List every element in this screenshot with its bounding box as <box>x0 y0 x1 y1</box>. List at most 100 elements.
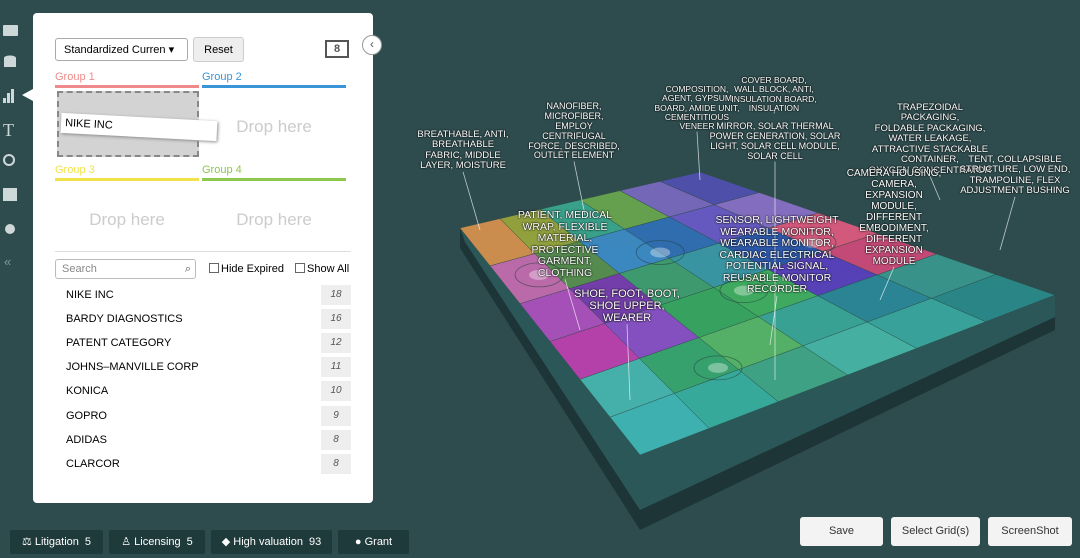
map-label-line: POTENTIAL SIGNAL, <box>725 260 829 273</box>
list-row[interactable]: ADIDAS 8 <box>55 428 351 452</box>
group-label: Group 3 <box>55 164 95 176</box>
row-count: 16 <box>321 309 351 330</box>
row-count: 8 <box>321 453 351 474</box>
row-count: 12 <box>321 333 351 354</box>
leader-line <box>462 171 481 231</box>
map-label-line: CEMENTITIOUS <box>664 112 730 123</box>
list-row[interactable]: NIKE INC 18 <box>55 283 351 307</box>
map-label-line: FORCE, DESCRIBED, <box>528 140 620 151</box>
map-label-line: BREATHABLE <box>431 139 495 151</box>
search-input[interactable]: Search ⌕ <box>55 259 196 279</box>
divider <box>55 251 351 252</box>
filter-tag[interactable]: ◆ High valuation 93 <box>211 530 332 554</box>
map-label-line: COVER BOARD, <box>741 75 807 85</box>
list-row[interactable]: CLARCOR 8 <box>55 452 351 476</box>
svg-text:T: T <box>3 120 14 140</box>
map-label-line: FOLDABLE PACKAGING, <box>874 122 986 134</box>
map-label-line: WEARABLE MONITOR, <box>720 237 834 250</box>
leader-line <box>929 175 941 201</box>
map-label-line: NANOFIBER, <box>546 101 602 111</box>
map-label-line: BREATHABLE, ANTI, <box>417 129 509 140</box>
leader-line <box>879 266 895 301</box>
group-line <box>202 178 346 181</box>
filter-tag[interactable]: ♙ Licensing 5 <box>109 530 205 554</box>
map-label: NANOFIBER, MICROFIBER, EMPLOY CENTRIFUGAL FO… <box>528 101 620 161</box>
peak-glow <box>801 237 822 248</box>
action-button[interactable]: ScreenShot <box>988 517 1072 546</box>
peak-glow <box>708 362 728 373</box>
reset-button[interactable]: Reset <box>193 37 244 62</box>
filter-tag[interactable]: ● Grant <box>338 530 409 554</box>
tag-icon: ♙ <box>121 536 135 548</box>
leader-line <box>564 279 581 331</box>
action-button[interactable]: Select Grid(s) <box>891 517 980 546</box>
tag-count: 93 <box>308 536 322 548</box>
map-label-line: AGENT, GYPSUM <box>662 93 732 104</box>
map-label-line: RECORDER <box>746 283 808 296</box>
grid-icon[interactable]: 8 <box>325 40 349 58</box>
row-name: ADIDAS <box>66 433 107 446</box>
list-row[interactable]: KONICA 10 <box>55 379 351 403</box>
list-row[interactable]: PATENT CATEGORY 12 <box>55 331 351 355</box>
map-label: BREATHABLE, ANTI, BREATHABLE FABRIC, MIDDL… <box>417 129 509 172</box>
map-label-line: PATIENT, MEDICAL <box>517 209 613 221</box>
map-label-line: SOLAR CELL <box>747 150 803 161</box>
peak-glow <box>733 285 754 296</box>
drop-placeholder: Drop here <box>89 210 165 229</box>
list-row[interactable]: BARDY DIAGNOSTICS 16 <box>55 307 351 331</box>
group-label: Group 4 <box>202 164 242 176</box>
map-label-line: WALL BLOCK, ANTI, <box>734 84 814 95</box>
hide-expired-checkbox[interactable]: Hide Expired <box>209 263 284 275</box>
map-label-line: COMPOSITION, <box>665 84 729 94</box>
group-line <box>202 85 346 88</box>
row-name: NIKE INC <box>66 289 114 301</box>
tag-count: 5 <box>186 536 193 548</box>
drop-placeholder: Drop here <box>236 117 312 136</box>
map-label-line: PROTECTIVE <box>531 243 599 256</box>
show-all-checkbox[interactable]: Show All <box>295 263 349 275</box>
map-label-line: MIRROR, SOLAR THERMAL <box>716 121 834 131</box>
drop-placeholder: Drop here <box>236 210 312 229</box>
map-label-line: OUTLET ELEMENT <box>533 150 615 161</box>
map-label-line: WEARABLE MONITOR, <box>720 225 834 238</box>
map-label-line: MICROFIBER, <box>544 110 604 121</box>
map-label-line: INSULATION <box>748 103 800 114</box>
map-label-line: ADJUSTMENT BUSHING <box>960 185 1070 197</box>
contour <box>787 230 837 256</box>
action-button[interactable]: Save <box>800 517 883 546</box>
contour <box>719 278 769 303</box>
group-label: Group 1 <box>55 71 95 83</box>
map-label: PATIENT, MEDICAL WRAP, FLEXIBLE MATERIAL, P… <box>517 209 613 279</box>
map-label-line: TENT, COLLAPSIBLE <box>968 154 1062 165</box>
map-label: TRAPEZOIDAL PACKAGING, FOLDABLE PACKAGING,… <box>868 102 992 176</box>
tag-icon: ● <box>354 536 365 548</box>
tag-label: High valuation <box>233 536 303 548</box>
peak-glow <box>650 247 671 258</box>
tag-count: 5 <box>84 536 92 548</box>
map-label-line: PACKAGING, <box>900 112 960 124</box>
map-label-line: OXYGEN CONCENTRATOR <box>868 164 992 176</box>
tag-icon: ◆ <box>221 536 234 548</box>
list-row[interactable]: GOPRO 9 <box>55 404 351 428</box>
map-label-line: WATER LEAKAGE, <box>888 133 972 145</box>
leader-line <box>999 196 1016 251</box>
tag-label: Licensing <box>134 536 181 548</box>
map-label-line: EMBODIMENT, <box>859 223 929 234</box>
leader-line <box>696 131 701 181</box>
row-name: JOHNS–MANVILLE CORP <box>66 361 199 374</box>
list-row[interactable]: JOHNS–MANVILLE CORP 11 <box>55 355 351 379</box>
map-label-line: WEARER <box>602 312 652 325</box>
leader-line <box>769 295 778 346</box>
currency-select[interactable]: Standardized Curren ▾ <box>55 38 188 61</box>
filter-tag[interactable]: ⚖ Litigation 5 <box>10 530 103 554</box>
map-label-line: LAYER, MOISTURE <box>420 160 506 172</box>
map-label: CAMERA HOUSING, CAMERA, EXPANSION MODULE, DI… <box>847 168 941 267</box>
map-label: COVER BOARD, WALL BLOCK, ANTI, INSULATION … <box>731 75 816 114</box>
map-label-line: CAMERA, <box>871 179 917 190</box>
collapse-button[interactable]: ‹ <box>362 35 382 55</box>
map-label-line: BOARD, AMIDE UNIT, <box>654 102 740 113</box>
row-count: 10 <box>321 381 351 402</box>
map-label: SENSOR, LIGHTWEIGHT WEARABLE MONITOR, WEAR… <box>715 214 838 296</box>
